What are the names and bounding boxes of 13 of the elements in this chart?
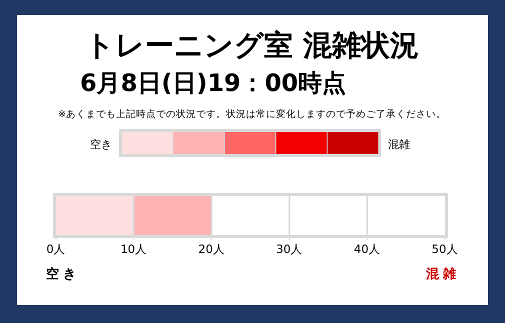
tick-label: 50人 — [432, 242, 458, 256]
tick-label: 10人 — [120, 242, 148, 256]
tick-label: 30人 — [276, 242, 303, 256]
text: 空き — [46, 266, 80, 282]
text: 混雑 — [388, 138, 410, 151]
tick-label: 20人 — [198, 242, 225, 256]
chart-title: トレーニング室 混雑状況 — [84, 28, 420, 62]
tick-label: 0人 — [46, 242, 66, 256]
tick-label: 40人 — [354, 242, 381, 256]
text: ※あくまでも上記時点での状況です。状況は常に変化しますので予めご了承ください。 — [58, 108, 446, 120]
chart-subtitle: 6月8日(日)19：00時点 — [80, 69, 346, 97]
text: 混雑 — [425, 267, 460, 282]
text: 空き — [90, 138, 112, 151]
